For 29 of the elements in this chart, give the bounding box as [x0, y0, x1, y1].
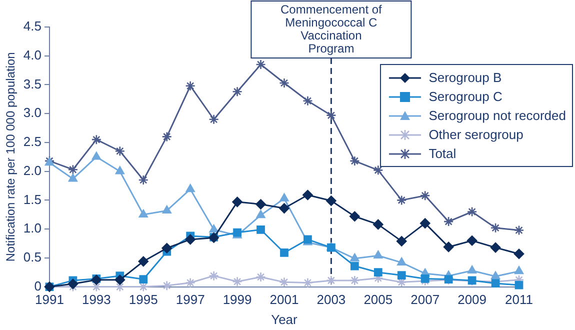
legend-label: Other serogroup [428, 127, 524, 142]
y-tick-label: 2.5 [23, 134, 42, 150]
legend-label: Serogroup C [428, 89, 502, 104]
y-tick-label: 2.0 [23, 162, 42, 178]
x-tick-label: 2011 [505, 292, 533, 308]
y-tick-label: 1.5 [23, 192, 42, 207]
x-tick-label: 1997 [176, 292, 205, 308]
y-axis-title: Notification rate per 100 000 population [4, 52, 18, 262]
ref-line-label: Commencement of Meningococcal C Vaccination Program [280, 2, 383, 56]
x-axis-title: Year [271, 312, 298, 327]
y-tick-label: 1.0 [23, 220, 42, 236]
legend-label: Serogroup not recorded [428, 108, 566, 123]
x-tick-label: 2005 [364, 292, 393, 308]
y-tick-label: 4.0 [23, 47, 42, 62]
x-tick-label: 1993 [82, 292, 111, 308]
y-tick-label: 3.0 [23, 105, 42, 120]
y-tick-label: 4.5 [23, 18, 42, 34]
y-tick-label: 0 [34, 278, 42, 294]
y-tick-label: 0.5 [23, 250, 42, 265]
y-tick-label: 3.5 [23, 76, 42, 92]
x-tick-label: 1999 [222, 292, 252, 308]
x-tick-label: 2001 [270, 292, 299, 308]
x-tick-label: 1995 [128, 292, 158, 308]
x-tick-label: 1991 [35, 292, 64, 308]
legend-label: Total [428, 146, 456, 161]
legend-label: Serogroup B [428, 70, 502, 85]
x-tick-label: 2009 [458, 292, 487, 308]
x-tick-label: 2007 [410, 292, 440, 308]
x-tick-label: 2003 [316, 292, 346, 308]
